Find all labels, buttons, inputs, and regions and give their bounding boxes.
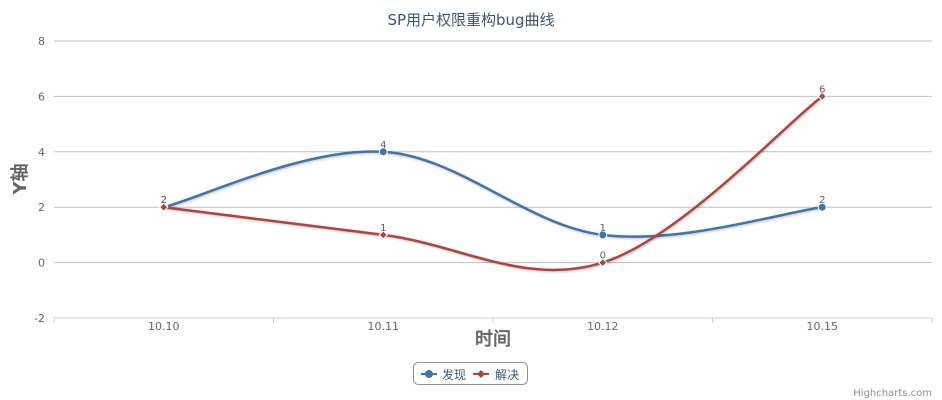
x-axis-title: 时间 (475, 329, 511, 350)
data-point[interactable] (817, 202, 827, 212)
data-point[interactable] (378, 147, 388, 157)
credits-text[interactable]: Highcharts.com (853, 388, 932, 399)
y-tick-label: 6 (38, 90, 45, 103)
x-tick-label: 10.10 (148, 320, 180, 333)
x-tick-label: 10.15 (807, 320, 839, 333)
chart-title: SP用户权限重构bug曲线 (387, 11, 554, 29)
data-label: 1 (380, 223, 386, 234)
data-point[interactable] (598, 230, 608, 240)
x-tick-label: 10.12 (587, 320, 619, 333)
series-0: 2 4 1 2 (159, 140, 827, 240)
y-tick-label: 0 (38, 257, 45, 270)
data-label: 1 (600, 223, 606, 234)
y-tick-label: -2 (34, 312, 45, 325)
data-label: 2 (161, 195, 167, 206)
data-label: 4 (380, 140, 386, 151)
series-line (163, 150, 823, 238)
y-tick-label: 8 (38, 35, 45, 48)
legend-marker-resolved (477, 370, 485, 378)
data-point[interactable] (817, 91, 827, 102)
legend-marker-discovered (425, 370, 433, 378)
data-point[interactable] (598, 257, 608, 268)
legend-item-discovered[interactable]: 发现 (421, 367, 466, 382)
data-label: 2 (161, 195, 167, 206)
y-tick-label: 2 (38, 201, 45, 214)
y-tick-labels: -2 0 2 4 6 8 (34, 35, 45, 325)
legend-label-resolved: 解决 (495, 368, 519, 382)
series-line (163, 95, 824, 272)
legend-box (413, 362, 528, 385)
series-layer: 2 4 1 22 1 0 6 (159, 84, 827, 272)
y-axis-title: Y轴 (9, 163, 31, 195)
legend: 发现 解决 (413, 362, 528, 385)
y-gridlines (54, 40, 932, 319)
y-tick-label: 4 (38, 146, 45, 159)
data-point[interactable] (159, 202, 169, 212)
data-label: 6 (819, 84, 825, 95)
series-1: 2 1 0 6 (159, 84, 827, 272)
data-point[interactable] (378, 230, 388, 240)
data-label: 0 (600, 251, 606, 262)
x-ticks: 10.10 10.11 10.12 10.15 (53, 318, 933, 333)
data-label: 2 (819, 195, 825, 206)
legend-label-discovered: 发现 (442, 367, 466, 382)
x-tick-label: 10.11 (368, 320, 400, 333)
legend-item-resolved[interactable]: 解决 (473, 368, 519, 382)
